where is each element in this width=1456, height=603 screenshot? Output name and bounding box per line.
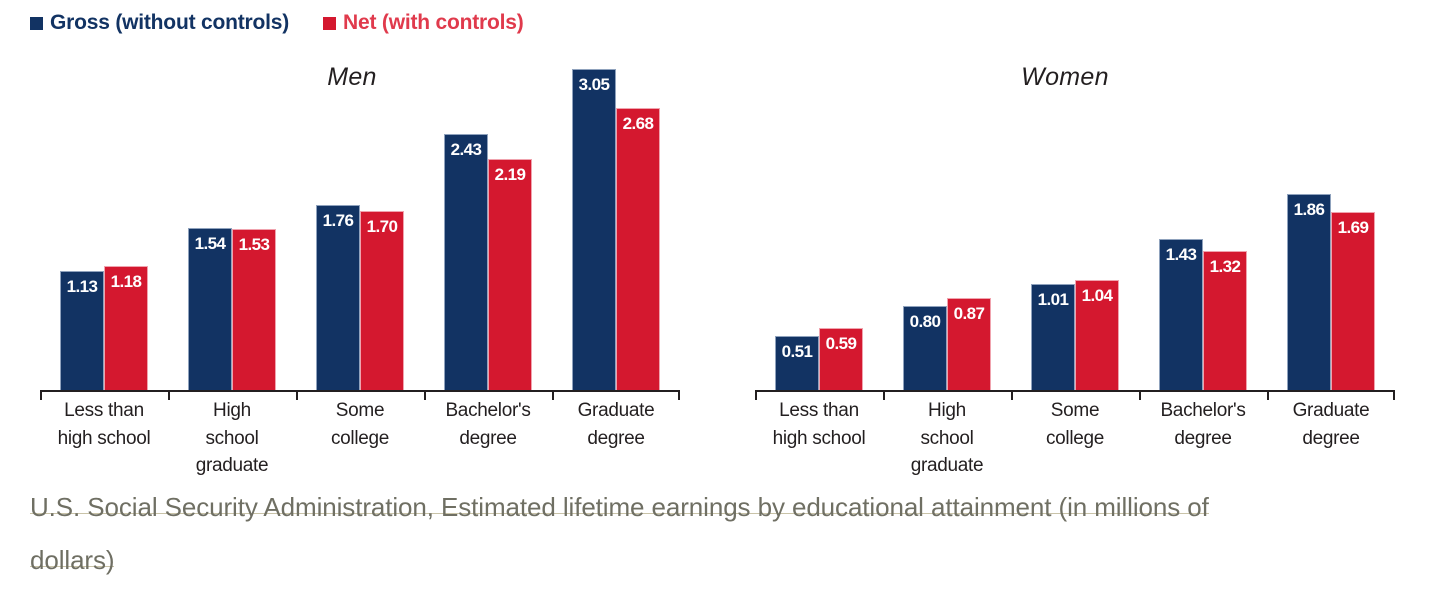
bar-value-label: 1.04 [1081,286,1113,306]
category-labels-women: Less than high school High school graduate S… [755,397,1395,480]
bar-net: 0.87 [947,298,991,390]
bar-value-label: 1.69 [1337,218,1369,238]
axis-tick [678,392,680,400]
bar-value-label: 1.86 [1293,200,1325,220]
bar-group: 1.54 1.53 [168,55,296,390]
bar-group: 1.86 1.69 [1267,55,1395,390]
bar-groups-women: 0.51 0.59 0.80 0.87 1.01 1.04 1.43 1.32 1.86 1.69 [755,55,1395,390]
bar-gross: 0.80 [903,305,947,390]
bar-gross: 1.13 [60,271,104,390]
bar-gross: 1.54 [188,227,232,390]
legend-label-net: Net (with controls) [343,11,524,34]
bar-gross: 1.43 [1159,239,1203,390]
bar-value-label: 1.70 [366,216,398,236]
x-axis-line-women [755,390,1395,400]
bar-value-label: 1.76 [322,210,354,230]
bar-value-label: 1.18 [110,271,142,291]
bar-net: 1.53 [232,228,276,390]
bar-gross: 3.05 [572,68,616,390]
bar-gross: 1.01 [1031,283,1075,390]
category-label: Bachelor's degree [1160,400,1246,449]
axis-tick [1267,392,1269,400]
chart-caption: U.S. Social Security Administration, Est… [30,481,1295,587]
bar-value-label: 2.68 [622,113,654,133]
category-label: Some college [1045,400,1105,449]
bar-value-label: 0.51 [781,342,813,362]
bar-group: 3.05 2.68 [552,55,680,390]
category-label: Graduate degree [1292,400,1370,449]
category-label: High school graduate [910,400,984,477]
x-axis-line-men [40,390,680,400]
axis-tick [1139,392,1141,400]
bar-value-label: 1.43 [1165,245,1197,265]
legend-label-gross: Gross (without controls) [50,11,290,34]
bar-net: 1.18 [104,265,148,390]
bar-gross: 1.76 [316,204,360,390]
bar-group: 1.43 1.32 [1139,55,1267,390]
axis-tick [755,392,757,400]
bar-group: 0.80 0.87 [883,55,1011,390]
bar-gross: 2.43 [444,134,488,390]
bar-group: 2.43 2.19 [424,55,552,390]
legend-swatch-net-icon [323,16,337,30]
bar-net: 2.68 [616,107,660,390]
axis-tick [1393,392,1395,400]
bar-net: 1.70 [360,210,404,390]
chart-panel-men: Men 1.13 1.18 1.54 1.53 1.76 1.70 2.43 2.19 3.05… [30,55,690,476]
bar-value-label: 0.87 [953,304,985,324]
axis-tick [1011,392,1013,400]
bar-group: 1.01 1.04 [1011,55,1139,390]
bar-group: 1.13 1.18 [40,55,168,390]
bar-value-label: 1.32 [1209,257,1241,276]
bar-value-label: 0.80 [909,311,941,331]
legend-item-gross: Gross (without controls) [30,11,289,35]
legend-swatch-gross-icon [30,16,43,30]
category-label: Some college [330,400,390,449]
bar-value-label: 3.05 [578,74,610,94]
panel-title-men: Men [327,63,377,91]
bar-net: 1.04 [1075,280,1119,390]
axis-tick [168,392,170,400]
bar-gross: 1.86 [1287,194,1331,390]
bar-value-label: 1.13 [66,277,98,296]
axis-tick [424,392,426,400]
bar-value-label: 2.43 [450,140,482,160]
bar-gross: 0.51 [775,336,819,390]
axis-tick [883,392,885,400]
axis-tick [296,392,298,400]
chart-legend: Gross (without controls) Net (with contr… [30,8,524,38]
category-label: Bachelor's degree [445,400,531,449]
category-label: High school graduate [195,400,269,477]
bar-group: 0.51 0.59 [755,55,883,390]
bar-group: 1.76 1.70 [296,55,424,390]
caption-text: U.S. Social Security Administration, Est… [30,492,1209,575]
plot-area-women: 0.51 0.59 0.80 0.87 1.01 1.04 1.43 1.32 1.86 1.69 [745,55,1405,400]
bar-net: 1.32 [1203,251,1247,390]
axis-tick [40,392,42,400]
bar-net: 0.59 [819,327,863,390]
bar-net: 1.69 [1331,212,1375,390]
plot-area-men: 1.13 1.18 1.54 1.53 1.76 1.70 2.43 2.19 3.05 2.68 [30,55,690,400]
panel-title-women: Women [1021,63,1109,91]
bar-value-label: 2.19 [494,165,526,185]
bar-value-label: 1.53 [238,234,270,254]
axis-tick [552,392,554,400]
category-label: Less than high school [57,400,151,449]
category-labels-men: Less than high school High school graduate S… [40,397,680,480]
category-label: Less than high school [772,400,866,449]
bar-value-label: 1.54 [194,233,226,253]
bar-net: 2.19 [488,159,532,390]
legend-item-net: Net (with controls) [323,11,524,35]
bar-value-label: 1.01 [1037,289,1069,309]
chart-panel-women: Women 0.51 0.59 0.80 0.87 1.01 1.04 1.43 1.32 1.… [745,55,1405,476]
bar-groups-men: 1.13 1.18 1.54 1.53 1.76 1.70 2.43 2.19 3.05 2.68 [40,55,680,390]
bar-value-label: 0.59 [825,333,857,353]
category-label: Graduate degree [577,400,655,449]
